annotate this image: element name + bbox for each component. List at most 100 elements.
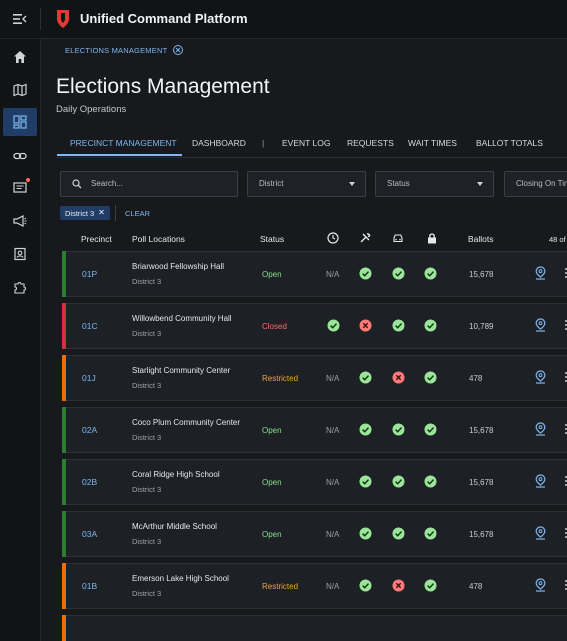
clear-filters-link[interactable]: CLEAR [125,209,151,218]
more-options-icon[interactable] [564,318,567,334]
sidebar-item-announcements[interactable] [3,207,37,235]
tab-wait-times[interactable]: WAIT TIMES [408,138,457,148]
status-text: Open [262,530,282,539]
sidebar [0,39,41,641]
status-bar [62,251,66,297]
sidebar-item-map[interactable] [3,76,37,104]
table-row[interactable]: 02A Coco Plum Community Center District 3 O… [62,407,567,453]
tab-dashboard[interactable]: DASHBOARD [192,138,246,148]
tab-bar: PRECINCT MANAGEMENT DASHBOARD | EVENT LO… [56,129,567,158]
error-circle-icon [392,371,405,384]
closing-select[interactable]: Closing On Time [504,171,567,197]
sidebar-item-messages[interactable] [3,174,37,202]
location-pin-icon[interactable] [535,318,546,332]
check-circle-icon [359,579,372,592]
ballot-count: 15,678 [469,478,494,487]
na-text: N/A [326,270,340,279]
sidebar-item-home[interactable] [3,43,37,71]
table-row[interactable]: 01C Willowbend Community Hall District 3 Cl… [62,303,567,349]
tab-event-log[interactable]: EVENT LOG [282,138,331,148]
location-pin-icon[interactable] [535,474,546,488]
more-options-icon[interactable] [564,422,567,438]
district-select[interactable]: District [247,171,366,197]
chevron-down-icon [349,182,355,186]
location-pin-icon[interactable] [535,422,546,436]
more-options-icon[interactable] [564,370,567,386]
poll-location-name: Emerson Lake High School [132,574,229,583]
precinct-id[interactable]: 01B [82,581,98,591]
table-row[interactable] [62,615,567,641]
check-circle-icon [424,423,437,436]
tab-precinct-management[interactable]: PRECINCT MANAGEMENT [70,138,177,148]
header-ballots[interactable]: Ballots [468,234,494,244]
check-circle-icon [424,475,437,488]
puzzle-icon [14,281,27,294]
more-options-icon[interactable] [564,474,567,490]
table-row[interactable]: 01J Starlight Community Center District 3 R… [62,355,567,401]
top-bar: Unified Command Platform [0,0,567,39]
location-pin-icon[interactable] [535,266,546,280]
home-icon [14,51,26,63]
tab-separator: | [262,138,265,148]
breadcrumb-label[interactable]: ELECTIONS MANAGEMENT [65,45,168,55]
precinct-id[interactable]: 02A [82,425,98,435]
district-label: District 3 [132,485,162,494]
sidebar-item-contacts[interactable] [3,240,37,268]
search-input[interactable]: Search... [60,171,238,197]
location-pin-icon[interactable] [535,578,546,592]
status-text: Open [262,270,282,279]
sidebar-item-dashboard[interactable] [3,108,37,136]
check-circle-icon [359,371,372,384]
location-pin-icon[interactable] [535,526,546,540]
precinct-id[interactable]: 03A [82,529,98,539]
check-circle-icon [392,267,405,280]
precinct-id[interactable]: 01P [82,269,98,279]
filter-chip-district[interactable]: District 3 ✕ [60,206,110,220]
logo-icon [56,9,70,29]
check-circle-icon [424,371,437,384]
search-placeholder: Search... [91,179,124,188]
menu-toggle-icon[interactable] [12,11,28,27]
error-circle-icon [359,319,372,332]
header-status[interactable]: Status [260,234,285,244]
more-options-icon[interactable] [564,578,567,594]
header-poll-locations[interactable]: Poll Locations [132,234,185,244]
status-select[interactable]: Status [375,171,494,197]
district-label: District 3 [132,537,162,546]
status-text: Closed [262,322,287,331]
precinct-id[interactable]: 01C [82,321,98,331]
status-bar [62,615,66,641]
main-content: ELECTIONS MANAGEMENT Elections Managemen… [41,39,567,641]
check-circle-icon [424,267,437,280]
table-row[interactable]: 01B Emerson Lake High School District 3 Res… [62,563,567,609]
chevron-down-icon [477,182,483,186]
poll-location-name: McArthur Middle School [132,522,217,531]
district-label: District 3 [132,589,162,598]
sidebar-item-extensions[interactable] [3,273,37,301]
more-options-icon[interactable] [564,526,567,542]
na-text: N/A [326,426,340,435]
table-row[interactable]: 03A McArthur Middle School District 3 Open N… [62,511,567,557]
chip-remove-icon[interactable]: ✕ [98,208,105,217]
check-circle-icon [359,527,372,540]
status-bar [62,511,66,557]
precinct-id[interactable]: 02B [82,477,98,487]
precinct-id[interactable]: 01J [82,373,96,383]
check-circle-icon [392,423,405,436]
app-title: Unified Command Platform [80,11,248,26]
more-options-icon[interactable] [564,266,567,282]
header-precinct[interactable]: Precinct [81,234,112,244]
tab-requests[interactable]: REQUESTS [347,138,394,148]
status-bar [62,407,66,453]
link-icon [13,152,27,160]
district-label: District 3 [132,277,162,286]
table-row[interactable]: 01P Briarwood Fellowship Hall District 3 Op… [62,251,567,297]
breadcrumb-close-icon[interactable] [173,45,184,55]
tab-ballot-totals[interactable]: BALLOT TOTALS [476,138,543,148]
table-row[interactable]: 02B Coral Ridge High School District 3 Open… [62,459,567,505]
sidebar-item-link[interactable] [3,142,37,170]
result-count: 48 of [549,235,566,244]
ballot-count: 15,678 [469,530,494,539]
district-label: District 3 [132,381,162,390]
location-pin-icon[interactable] [535,370,546,384]
